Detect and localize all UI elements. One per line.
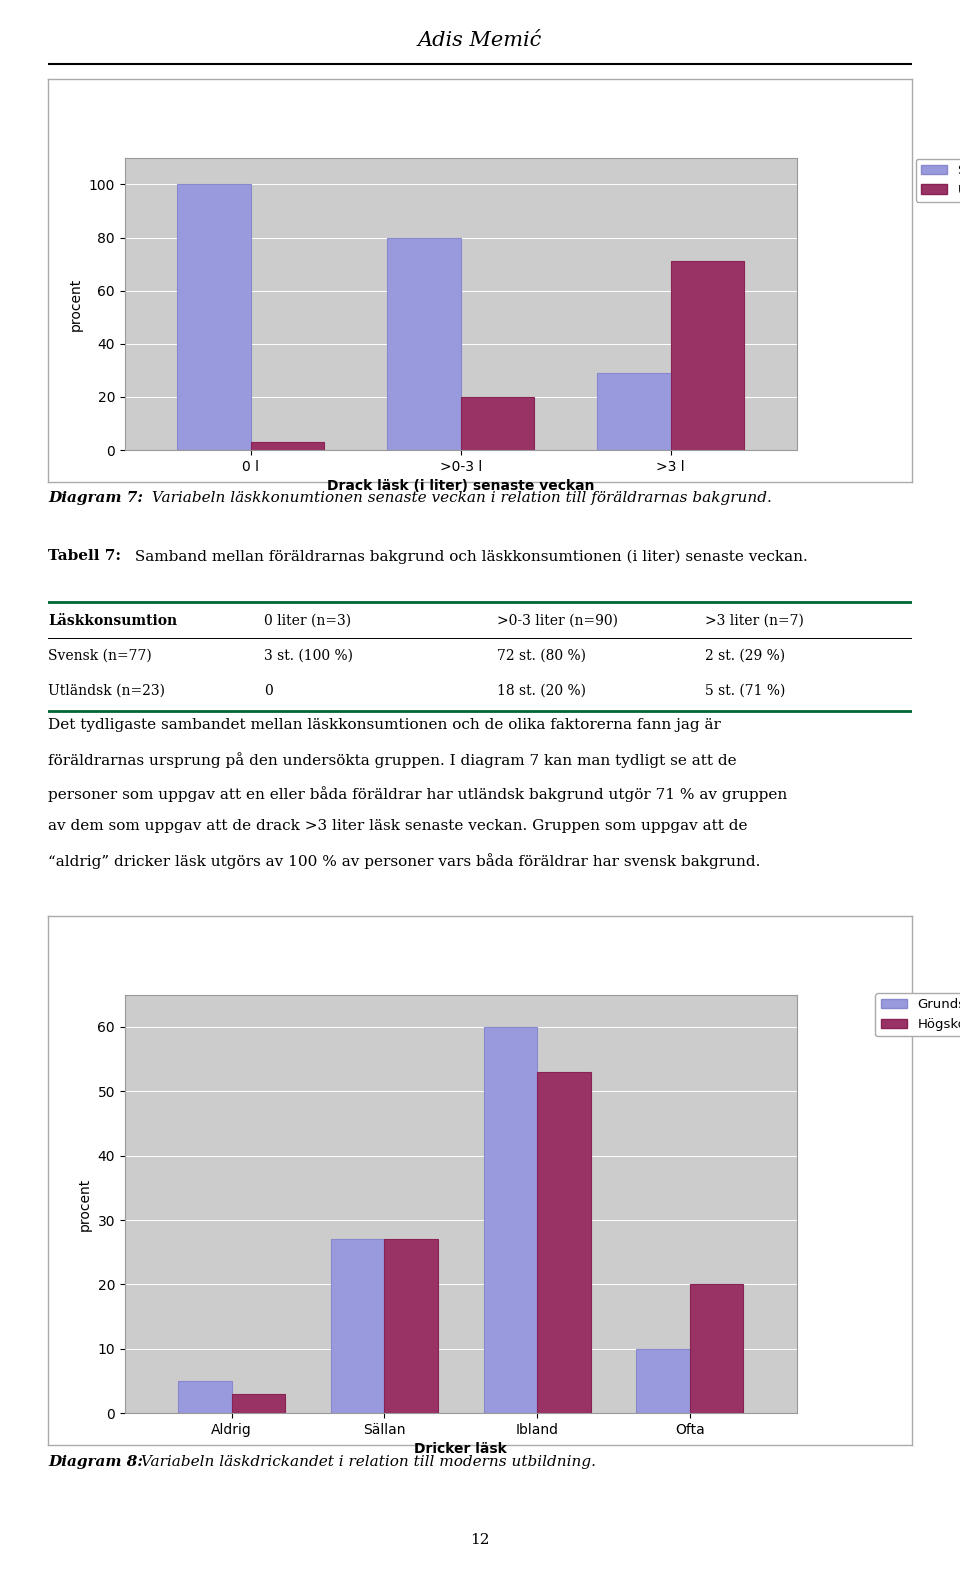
Bar <box>538 1072 590 1413</box>
Bar <box>671 262 744 450</box>
Text: Utländsk (n=23): Utländsk (n=23) <box>48 684 165 698</box>
Text: >3 liter (n=7): >3 liter (n=7) <box>705 614 804 628</box>
Text: >0-3 liter (n=90): >0-3 liter (n=90) <box>497 614 618 628</box>
Y-axis label: procent: procent <box>69 278 84 330</box>
Text: 5 st. (71 %): 5 st. (71 %) <box>705 684 785 698</box>
Text: Diagram 8:: Diagram 8: <box>48 1454 143 1468</box>
Text: 3 st. (100 %): 3 st. (100 %) <box>264 649 353 663</box>
Bar <box>251 442 324 450</box>
Text: Samband mellan föräldrarnas bakgrund och läskkonsumtionen (i liter) senaste veck: Samband mellan föräldrarnas bakgrund och… <box>131 549 807 564</box>
X-axis label: Dricker läsk: Dricker läsk <box>415 1443 507 1456</box>
Text: Variabeln läskdrickandet i relation till moderns utbildning.: Variabeln läskdrickandet i relation till… <box>136 1454 596 1468</box>
Text: “aldrig” dricker läsk utgörs av 100 % av personer vars båda föräldrar har svensk: “aldrig” dricker läsk utgörs av 100 % av… <box>48 853 760 868</box>
Bar <box>179 1382 231 1413</box>
Text: Svensk (n=77): Svensk (n=77) <box>48 649 152 663</box>
Bar <box>384 1240 438 1413</box>
Bar <box>461 396 535 450</box>
Text: 0: 0 <box>264 684 273 698</box>
Text: personer som uppgav att en eller båda föräldrar har utländsk bakgrund utgör 71 %: personer som uppgav att en eller båda fö… <box>48 786 787 802</box>
Text: Adis Memić: Adis Memić <box>418 30 542 51</box>
Text: Tabell 7:: Tabell 7: <box>48 549 121 564</box>
Bar <box>484 1026 538 1413</box>
Text: av dem som uppgav att de drack >3 liter läsk senaste veckan. Gruppen som uppgav : av dem som uppgav att de drack >3 liter … <box>48 820 748 834</box>
Text: Diagram 7:: Diagram 7: <box>48 491 143 505</box>
Text: Variabeln läskkonumtionen senaste veckan i relation till föräldrarnas bakgrund.: Variabeln läskkonumtionen senaste veckan… <box>148 491 772 505</box>
Text: Läskkonsumtion: Läskkonsumtion <box>48 614 178 628</box>
Y-axis label: procent: procent <box>78 1178 92 1230</box>
Bar <box>231 1394 285 1413</box>
Bar <box>636 1348 690 1413</box>
Bar <box>331 1240 384 1413</box>
Text: 0 liter (n=3): 0 liter (n=3) <box>264 614 351 628</box>
Text: 2 st. (29 %): 2 st. (29 %) <box>705 649 784 663</box>
Text: 12: 12 <box>470 1533 490 1546</box>
Legend: Svensk (n=77), Utländsk (n=23): Svensk (n=77), Utländsk (n=23) <box>916 158 960 202</box>
X-axis label: Drack läsk (i liter) senaste veckan: Drack läsk (i liter) senaste veckan <box>327 480 594 493</box>
Bar <box>597 373 671 450</box>
Bar <box>690 1284 743 1413</box>
Text: 72 st. (80 %): 72 st. (80 %) <box>497 649 587 663</box>
Text: Det tydligaste sambandet mellan läskkonsumtionen och de olika faktorerna fann ja: Det tydligaste sambandet mellan läskkons… <box>48 718 721 733</box>
Legend: Grundskola,gymnasiet, Högskola: Grundskola,gymnasiet, Högskola <box>876 993 960 1036</box>
Bar <box>178 185 251 450</box>
Text: 18 st. (20 %): 18 st. (20 %) <box>497 684 587 698</box>
Text: föräldrarnas ursprung på den undersökta gruppen. I diagram 7 kan man tydligt se : föräldrarnas ursprung på den undersökta … <box>48 752 736 767</box>
Bar <box>387 237 461 450</box>
